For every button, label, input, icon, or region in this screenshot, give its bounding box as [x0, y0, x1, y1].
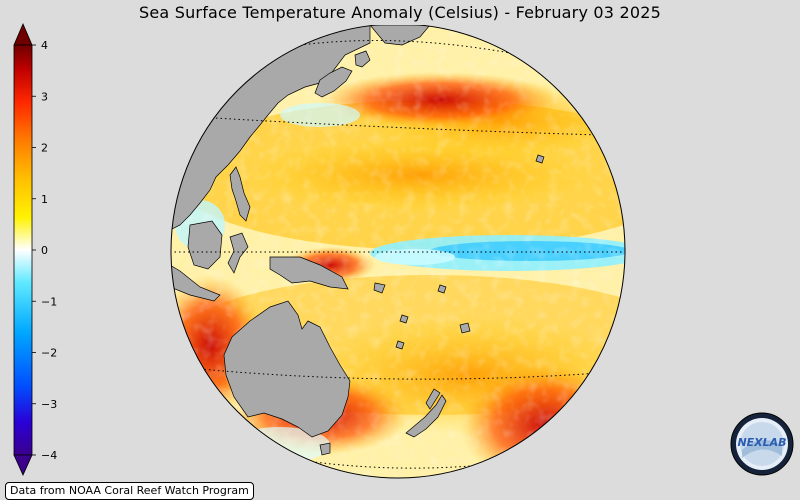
graticule: [171, 40, 625, 469]
colorbar: 4 3 2 1 0 −1 −2 −3 −4: [13, 22, 57, 476]
colorbar-tick-label: 1: [41, 193, 48, 206]
colorbar-tick-label: 3: [41, 90, 48, 103]
colorbar-gradient: [13, 44, 33, 456]
colorbar-tick-label: −1: [41, 295, 57, 308]
land-borneo: [187, 220, 223, 270]
globe-map: [170, 25, 626, 479]
land-new-zealand: [405, 394, 447, 438]
colorbar-tick-label: −2: [41, 347, 57, 360]
colorbar-tick-label: 2: [41, 142, 48, 155]
colorbar-tick-label: 0: [41, 244, 48, 257]
land-australia: [223, 300, 351, 438]
land-japan: [314, 66, 353, 98]
colorbar-tick-label: −3: [41, 398, 57, 411]
data-credit: Data from NOAA Coral Reef Watch Program: [5, 482, 254, 500]
globe-outline: [170, 25, 626, 479]
land-philippines: [229, 166, 251, 222]
map-title: Sea Surface Temperature Anomaly (Celsius…: [139, 3, 661, 22]
colorbar-bottom-extension: [13, 454, 33, 476]
land-new-guinea: [269, 256, 349, 290]
colorbar-tick-label: −4: [41, 449, 57, 462]
nexlab-logo: NEXLAB: [730, 412, 794, 476]
colorbar-top-extension: [13, 22, 33, 46]
colorbar-tick-label: 4: [41, 39, 48, 52]
logo-text: NEXLAB: [737, 436, 786, 449]
